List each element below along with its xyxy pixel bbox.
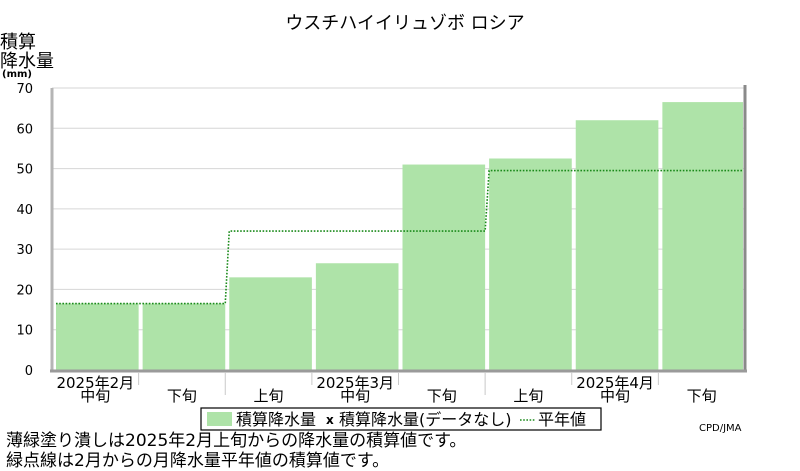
- x-label-month-3: 2025年3月: [316, 374, 394, 392]
- footnote-dotted-line: 緑点線は2月からの月降水量平年値の積算値です。: [6, 451, 390, 471]
- chart-title: ウスチハイイリュゾボ ロシア: [285, 13, 524, 34]
- y-tick-70: 70: [16, 82, 33, 97]
- x-label-period-3: 中旬: [340, 387, 370, 405]
- legend-label-area: 積算降水量: [236, 410, 316, 429]
- area-bar-7: [662, 102, 743, 370]
- legend-label-nodata: 積算降水量(データなし): [339, 410, 512, 429]
- x-label-period-0: 中旬: [80, 387, 110, 405]
- area-bar-3: [315, 263, 399, 370]
- y-tick-10: 10: [16, 324, 33, 339]
- y-tick-40: 40: [16, 203, 33, 218]
- normal-line: [56, 169, 745, 305]
- x-label-month-6: 2025年4月: [576, 374, 654, 392]
- x-label-period-1: 下旬: [167, 387, 197, 405]
- source-credit: CPD/JMA: [699, 423, 742, 434]
- footnote-fill: 薄緑塗り潰しは2025年2月上旬からの降水量の積算値です。: [6, 431, 467, 451]
- area-bar-2: [229, 277, 312, 370]
- area-bar-5: [489, 158, 572, 370]
- x-label-period-7: 下旬: [687, 387, 717, 405]
- normal-line-group: [56, 169, 745, 305]
- y-axis-label-line1: 積算: [0, 32, 36, 53]
- y-tick-50: 50: [16, 163, 33, 178]
- legend: 積算降水量 x 積算降水量(データなし) 平年値: [200, 407, 602, 431]
- y-tick-0: 0: [25, 364, 33, 379]
- x-label-month-0: 2025年2月: [56, 374, 134, 392]
- y-axis-label-line2: 降水量: [0, 51, 54, 72]
- x-label-period-2: 上旬: [254, 387, 284, 405]
- y-tick-60: 60: [16, 122, 33, 137]
- area-bar-4: [402, 164, 486, 370]
- y-tick-20: 20: [16, 283, 33, 298]
- legend-swatch-area: [207, 412, 232, 426]
- legend-marker-nodata: x: [326, 413, 334, 427]
- cumulative-area: [56, 102, 743, 370]
- x-label-period-4: 下旬: [427, 387, 457, 405]
- y-tick-labels: 0 10 20 30 40 50 60 70: [16, 82, 33, 379]
- area-bar-1: [142, 303, 226, 370]
- area-bar-6: [575, 120, 659, 370]
- legend-box: [200, 407, 602, 431]
- y-axis-unit: (mm): [2, 69, 32, 80]
- x-label-period-5: 上旬: [513, 387, 543, 405]
- y-tick-30: 30: [16, 243, 33, 258]
- legend-label-normal: 平年値: [538, 410, 586, 429]
- plot-frame: [50, 85, 747, 395]
- x-label-period-6: 中旬: [600, 387, 630, 405]
- area-bar-0: [56, 303, 139, 370]
